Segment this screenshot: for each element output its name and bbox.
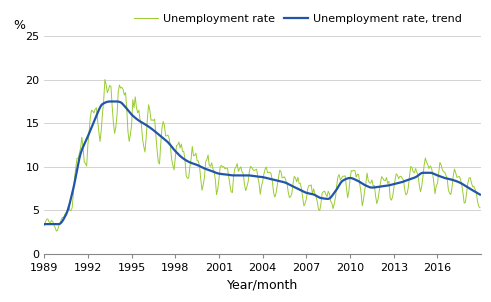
X-axis label: Year/month: Year/month bbox=[227, 278, 299, 291]
Unemployment rate bbox=[234, 162, 240, 165]
Unemployment rate bbox=[173, 144, 179, 147]
Unemployment rate, trend bbox=[107, 100, 112, 103]
Line: Unemployment rate: Unemployment rate bbox=[44, 79, 480, 231]
Legend: Unemployment rate, Unemployment rate, trend: Unemployment rate, Unemployment rate, tr… bbox=[134, 14, 462, 24]
Unemployment rate, trend bbox=[454, 180, 460, 183]
Unemployment rate bbox=[455, 175, 461, 179]
Unemployment rate, trend bbox=[172, 149, 178, 153]
Unemployment rate bbox=[188, 157, 194, 161]
Text: %: % bbox=[14, 19, 26, 32]
Unemployment rate, trend bbox=[95, 111, 101, 115]
Unemployment rate, trend bbox=[233, 174, 239, 177]
Unemployment rate bbox=[195, 159, 201, 163]
Unemployment rate, trend bbox=[187, 161, 193, 164]
Unemployment rate bbox=[41, 224, 47, 228]
Unemployment rate, trend bbox=[477, 193, 483, 196]
Unemployment rate bbox=[96, 130, 102, 133]
Line: Unemployment rate, trend: Unemployment rate, trend bbox=[44, 101, 480, 224]
Unemployment rate bbox=[102, 78, 108, 81]
Unemployment rate, trend bbox=[41, 222, 47, 226]
Unemployment rate bbox=[477, 206, 483, 210]
Unemployment rate, trend bbox=[194, 163, 200, 167]
Unemployment rate bbox=[54, 229, 59, 233]
